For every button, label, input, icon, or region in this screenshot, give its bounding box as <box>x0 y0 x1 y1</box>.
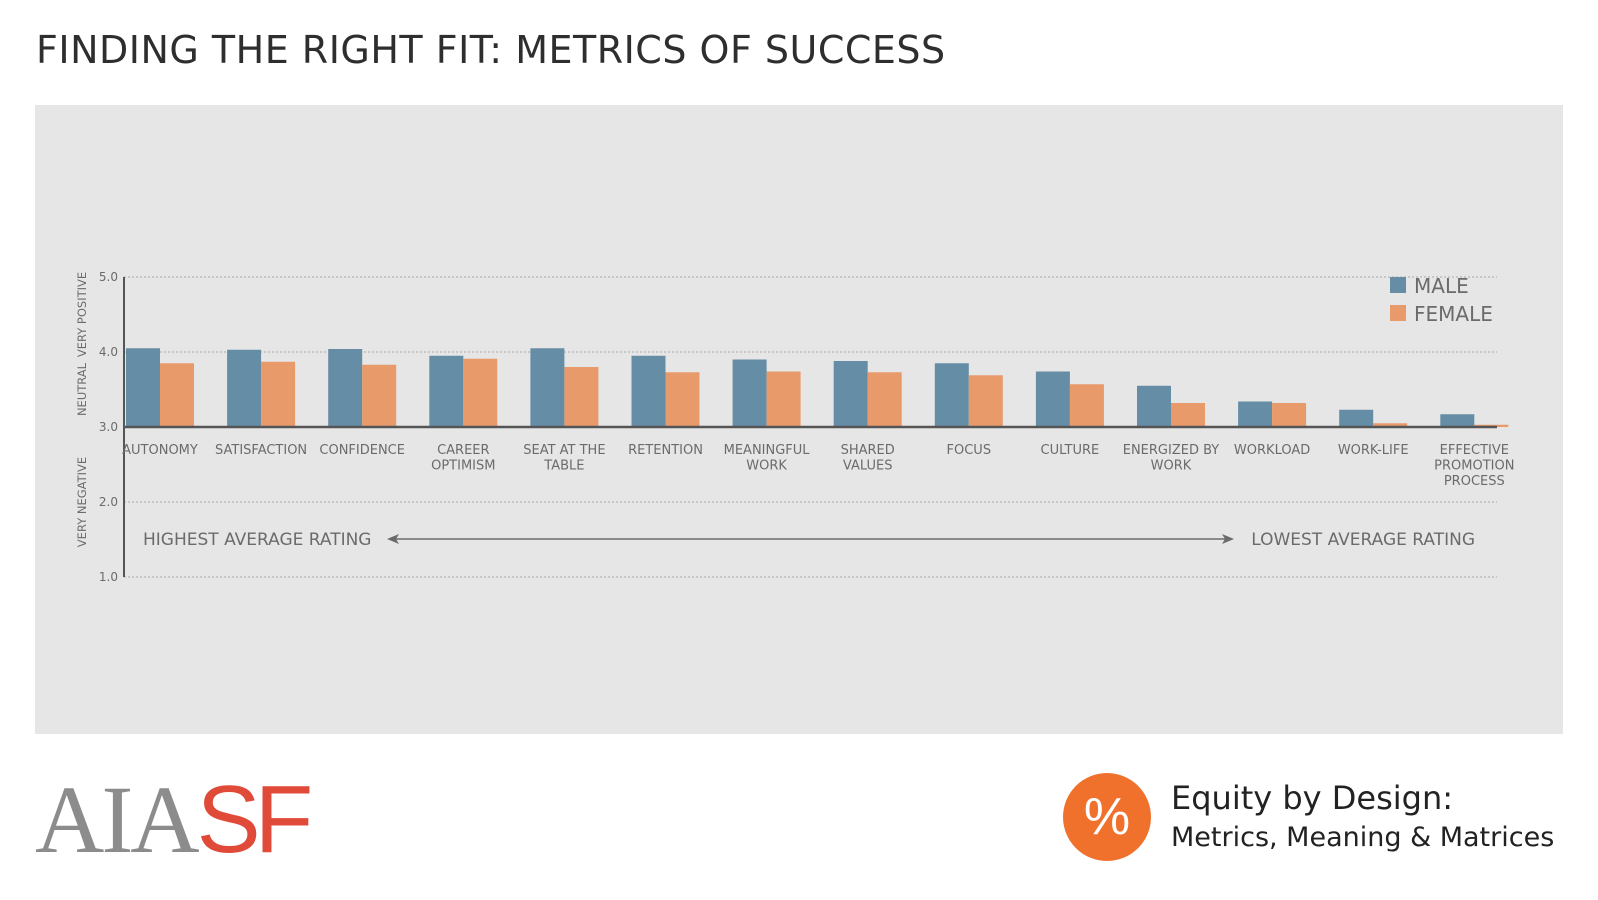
bar-male <box>126 348 160 427</box>
bar-female <box>1272 403 1307 427</box>
bar-female <box>463 358 498 427</box>
bar-group <box>1137 385 1205 427</box>
x-category-label: CAREER OPTIMISM <box>431 443 495 474</box>
bar-male <box>732 359 767 427</box>
percent-badge-icon: % <box>1063 773 1151 861</box>
brand-line-1: Equity by Design: <box>1171 779 1454 817</box>
bar-group <box>227 349 296 427</box>
bar-group <box>1035 371 1104 427</box>
bar-group <box>1238 401 1307 427</box>
x-category-label: SEAT AT THE TABLE <box>523 443 605 474</box>
aiasf-logo: AIASF <box>35 772 313 868</box>
y-band-label: NEUTRAL <box>75 362 89 416</box>
bar-group <box>1339 409 1408 427</box>
y-tick-label: 3.0 <box>99 420 118 434</box>
logo-sf-text: SF <box>196 766 314 873</box>
x-category-label: SHARED VALUES <box>841 443 895 474</box>
annotation-highest: HIGHEST AVERAGE RATING <box>143 530 371 550</box>
bar-male <box>530 348 565 427</box>
bar-group <box>631 355 700 427</box>
bar-male <box>934 363 969 427</box>
bar-female <box>160 363 194 427</box>
x-category-label: WORKLOAD <box>1234 443 1310 458</box>
bar-female <box>1373 423 1408 427</box>
bar-group <box>1440 414 1509 427</box>
x-category-label: RETENTION <box>628 443 703 458</box>
x-category-label: CULTURE <box>1041 443 1100 458</box>
bar-group <box>126 348 194 427</box>
annotation-lowest: LOWEST AVERAGE RATING <box>1251 530 1475 550</box>
chart-panel: 1.0 2.0 3.0 4.0 5.0 VERY POSITIVE NEUTRAL VERY … <box>35 105 1563 734</box>
bar-female <box>1069 384 1104 427</box>
bar-female <box>1171 403 1205 427</box>
logo-aia-text: AIA <box>35 766 200 873</box>
bar-female <box>867 372 902 427</box>
bar-male <box>227 349 262 427</box>
x-category-label: AUTONOMY <box>122 443 198 458</box>
x-category-label: SATISFACTION <box>215 443 307 458</box>
bar-female <box>362 364 397 427</box>
y-band-label: VERY NEGATIVE <box>75 457 89 547</box>
bar-group <box>833 361 902 427</box>
x-category-label: EFFECTIVE PROMOTION PROCESS <box>1434 443 1514 489</box>
arrow-right-icon <box>1222 534 1234 544</box>
y-tick-label: 5.0 <box>99 270 118 284</box>
bar-male <box>1339 409 1374 427</box>
brand-line-2: Metrics, Meaning & Matrices <box>1171 822 1555 853</box>
bar-male <box>429 355 464 427</box>
x-category-label: CONFIDENCE <box>319 443 405 458</box>
y-tick-label: 4.0 <box>99 345 118 359</box>
bar-male <box>1137 385 1171 427</box>
bar-male <box>1238 401 1273 427</box>
y-tick-label: 2.0 <box>99 495 118 509</box>
bar-group <box>934 363 1003 427</box>
bar-male <box>833 361 868 427</box>
bar-female <box>665 372 700 427</box>
bar-group <box>429 355 498 427</box>
bar-chart: 1.0 2.0 3.0 4.0 5.0 VERY POSITIVE NEUTRAL VERY … <box>75 270 1514 584</box>
x-category-label: FOCUS <box>947 443 992 458</box>
bar-female <box>261 361 296 427</box>
bar-group <box>732 359 801 427</box>
bar-female <box>766 371 801 427</box>
y-tick-label: 1.0 <box>99 570 118 584</box>
bar-male <box>1035 371 1070 427</box>
chart-title: FINDING THE RIGHT FIT: METRICS OF SUCCES… <box>36 28 946 72</box>
bar-female <box>564 367 599 427</box>
y-band-label: VERY POSITIVE <box>75 272 89 357</box>
bar-male <box>328 349 363 427</box>
bar-group <box>530 348 599 427</box>
arrow-left-icon <box>387 534 399 544</box>
x-category-label: MEANINGFUL WORK <box>724 443 811 474</box>
legend-label-female: FEMALE <box>1414 302 1493 326</box>
bar-male <box>631 355 666 427</box>
bar-female <box>968 375 1003 427</box>
bar-group <box>328 349 397 427</box>
legend-swatch-female <box>1390 305 1406 321</box>
legend: MALE FEMALE <box>1390 274 1493 326</box>
x-category-label: ENERGIZED BY WORK <box>1123 443 1220 474</box>
bar-male <box>1440 414 1475 427</box>
legend-swatch-male <box>1390 277 1406 293</box>
legend-label-male: MALE <box>1414 274 1469 298</box>
x-category-label: WORK-LIFE <box>1338 443 1409 458</box>
